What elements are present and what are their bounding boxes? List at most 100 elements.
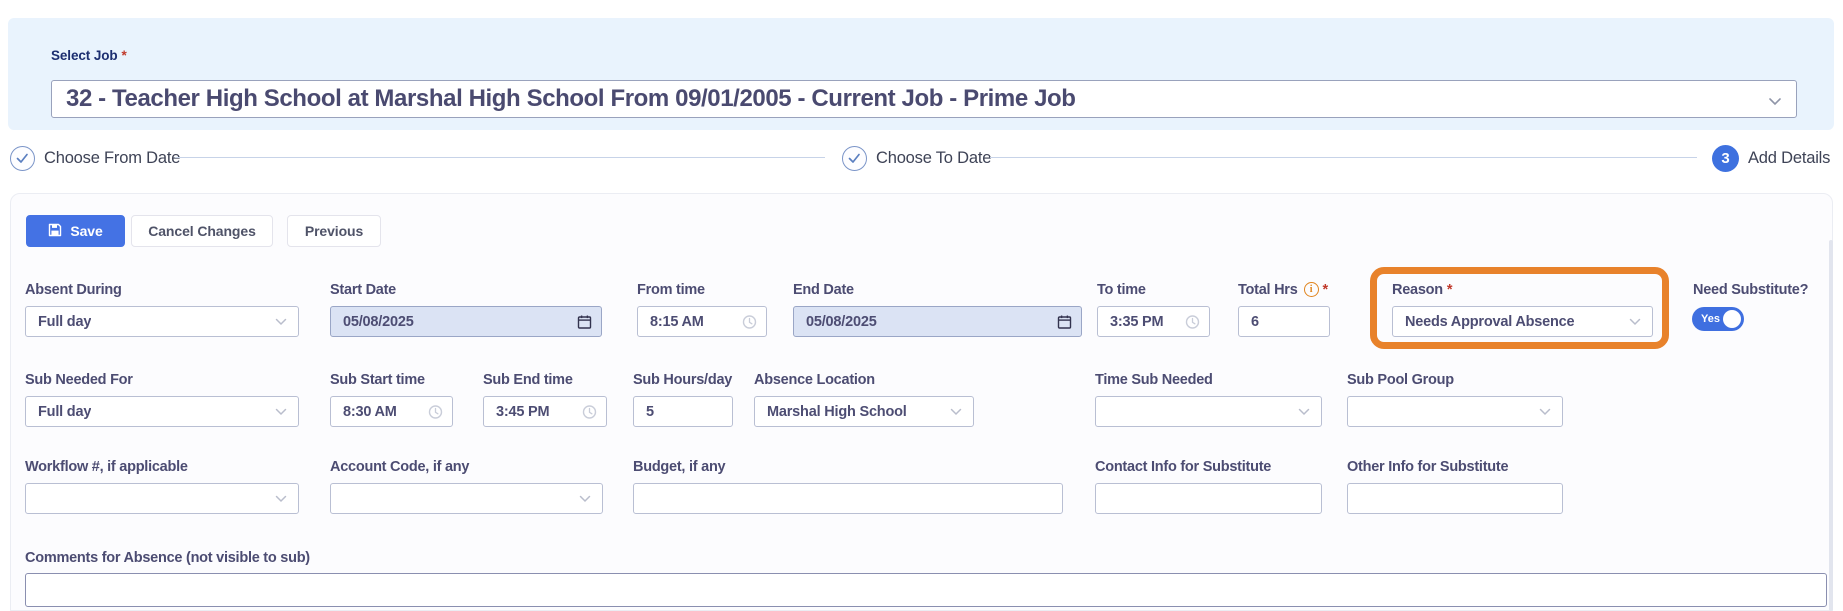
vertical-scrollbar[interactable] <box>1829 240 1833 611</box>
save-button[interactable]: Save <box>26 215 125 247</box>
field-workflow: Workflow #, if applicable <box>25 458 299 514</box>
info-icon[interactable]: i <box>1303 282 1319 297</box>
clock-icon[interactable] <box>742 314 757 329</box>
field-sub-needed-for: Sub Needed For Full day <box>25 371 299 427</box>
field-to-time: To time 3:35 PM <box>1097 281 1210 337</box>
time-sub-needed-label: Time Sub Needed <box>1095 371 1213 388</box>
end-date-input[interactable]: 05/08/2025 <box>793 306 1082 337</box>
chevron-down-icon <box>1539 403 1551 421</box>
previous-label: Previous <box>304 223 364 239</box>
sub-hours-day-input[interactable]: 5 <box>633 396 733 427</box>
calendar-icon[interactable] <box>577 314 592 329</box>
start-date-label: Start Date <box>330 281 396 298</box>
field-absent-during: Absent During Full day <box>25 281 299 337</box>
sub-end-time-label: Sub End time <box>483 371 573 388</box>
clock-icon[interactable] <box>428 404 443 419</box>
toggle-on-label: Yes <box>1701 313 1720 325</box>
cancel-changes-label: Cancel Changes <box>148 223 256 239</box>
total-hrs-input[interactable]: 6 <box>1238 306 1330 337</box>
field-sub-hours-day: Sub Hours/day 5 <box>633 371 733 427</box>
sub-needed-for-select[interactable]: Full day <box>25 396 299 427</box>
select-job-banner: Select Job * 32 - Teacher High School at … <box>8 18 1834 130</box>
check-icon <box>842 145 867 171</box>
other-info-label: Other Info for Substitute <box>1347 458 1509 475</box>
step-choose-from-date[interactable]: Choose From Date <box>10 144 180 172</box>
field-other-info: Other Info for Substitute <box>1347 458 1563 514</box>
field-from-time: From time 8:15 AM <box>637 281 767 337</box>
budget-label: Budget, if any <box>633 458 726 475</box>
select-job-value: 32 - Teacher High School at Marshal High… <box>66 85 1076 112</box>
comments-textarea[interactable] <box>25 573 1827 607</box>
select-job-dropdown[interactable]: 32 - Teacher High School at Marshal High… <box>51 80 1797 118</box>
chevron-down-icon <box>1768 94 1782 112</box>
sub-pool-group-select[interactable] <box>1347 396 1563 427</box>
sub-start-time-input[interactable]: 8:30 AM <box>330 396 453 427</box>
stepper-connector <box>175 157 825 158</box>
field-need-substitute: Need Substitute? <box>1693 281 1833 298</box>
absent-during-select[interactable]: Full day <box>25 306 299 337</box>
step-label: Add Details <box>1748 148 1831 167</box>
from-time-label: From time <box>637 281 705 298</box>
stepper-connector <box>990 157 1697 158</box>
field-end-date: End Date 05/08/2025 <box>793 281 1082 337</box>
field-absence-location: Absence Location Marshal High School <box>754 371 974 427</box>
total-hrs-label: Total Hrs i * <box>1238 281 1329 298</box>
start-date-input[interactable]: 05/08/2025 <box>330 306 602 337</box>
step-choose-to-date[interactable]: Choose To Date <box>842 144 991 172</box>
field-total-hrs: Total Hrs i * 6 <box>1238 281 1330 337</box>
chevron-down-icon <box>275 403 287 421</box>
need-substitute-label: Need Substitute? <box>1693 281 1809 298</box>
step-label: Choose To Date <box>876 148 992 167</box>
budget-input[interactable] <box>633 483 1063 514</box>
required-asterisk: * <box>1446 281 1453 298</box>
sub-needed-for-label: Sub Needed For <box>25 371 133 388</box>
chevron-down-icon <box>275 490 287 508</box>
field-time-sub-needed: Time Sub Needed <box>1095 371 1322 427</box>
absence-location-select[interactable]: Marshal High School <box>754 396 974 427</box>
check-icon <box>10 145 35 171</box>
step-number-badge: 3 <box>1712 144 1739 172</box>
save-button-label: Save <box>70 223 103 239</box>
cancel-changes-button[interactable]: Cancel Changes <box>131 215 273 247</box>
clock-icon[interactable] <box>1185 314 1200 329</box>
sub-hours-day-label: Sub Hours/day <box>633 371 733 388</box>
floppy-icon <box>48 223 62 240</box>
time-sub-needed-select[interactable] <box>1095 396 1322 427</box>
absence-location-label: Absence Location <box>754 371 875 388</box>
chevron-down-icon <box>275 313 287 331</box>
sub-pool-group-label: Sub Pool Group <box>1347 371 1454 388</box>
field-start-date: Start Date 05/08/2025 <box>330 281 602 337</box>
workflow-select[interactable] <box>25 483 299 514</box>
required-asterisk: * <box>121 48 127 63</box>
field-contact-info: Contact Info for Substitute <box>1095 458 1322 514</box>
end-date-label: End Date <box>793 281 854 298</box>
calendar-icon[interactable] <box>1057 314 1072 329</box>
required-asterisk: * <box>1322 281 1329 298</box>
field-reason: Reason * Needs Approval Absence <box>1392 281 1653 337</box>
contact-info-input[interactable] <box>1095 483 1322 514</box>
to-time-label: To time <box>1097 281 1146 298</box>
step-label: Choose From Date <box>44 148 181 167</box>
field-sub-pool-group: Sub Pool Group <box>1347 371 1563 427</box>
other-info-input[interactable] <box>1347 483 1563 514</box>
field-sub-end-time: Sub End time 3:45 PM <box>483 371 607 427</box>
from-time-input[interactable]: 8:15 AM <box>637 306 767 337</box>
select-job-label: Select Job * <box>51 48 127 63</box>
chevron-down-icon <box>1629 313 1641 331</box>
chevron-down-icon <box>950 403 962 421</box>
need-substitute-toggle[interactable]: Yes <box>1692 307 1744 331</box>
workflow-label: Workflow #, if applicable <box>25 458 188 475</box>
field-account-code: Account Code, if any <box>330 458 603 514</box>
absent-during-label: Absent During <box>25 281 122 298</box>
previous-button[interactable]: Previous <box>287 215 381 247</box>
reason-label: Reason * <box>1392 281 1453 298</box>
to-time-input[interactable]: 3:35 PM <box>1097 306 1210 337</box>
comments-label: Comments for Absence (not visible to sub… <box>25 549 310 566</box>
contact-info-label: Contact Info for Substitute <box>1095 458 1272 475</box>
reason-select[interactable]: Needs Approval Absence <box>1392 306 1653 337</box>
clock-icon[interactable] <box>582 404 597 419</box>
sub-end-time-input[interactable]: 3:45 PM <box>483 396 607 427</box>
account-code-select[interactable] <box>330 483 603 514</box>
step-add-details[interactable]: 3 Add Details <box>1712 144 1830 172</box>
field-comments: Comments for Absence (not visible to sub… <box>25 549 625 566</box>
